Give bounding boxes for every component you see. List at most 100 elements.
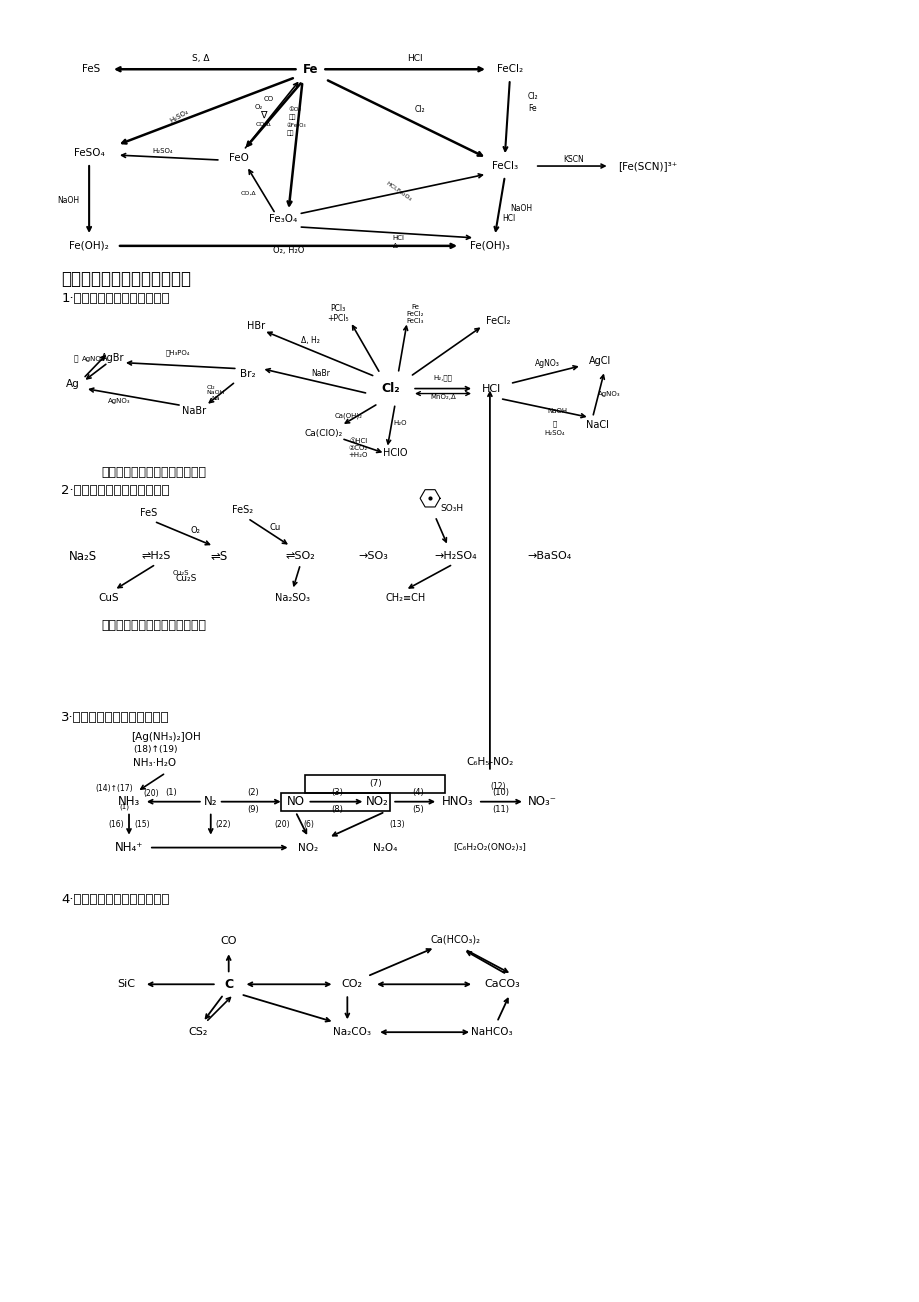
Text: ⇌SO₂: ⇌SO₂ (285, 551, 315, 561)
Text: 高温: 高温 (286, 130, 294, 135)
Text: CS₂: CS₂ (187, 1027, 208, 1038)
Text: 4·碳及其化合物间的转化关系: 4·碳及其化合物间的转化关系 (62, 893, 169, 906)
Text: Δ: Δ (392, 243, 397, 249)
Text: ∇: ∇ (260, 111, 267, 120)
Text: FeS: FeS (82, 64, 100, 74)
Text: (9): (9) (247, 805, 259, 814)
Text: H₂SO₄: H₂SO₄ (168, 108, 189, 124)
Text: [Ag(NH₃)₂]OH: [Ag(NH₃)₂]OH (130, 732, 200, 742)
Text: FeCl₂: FeCl₂ (496, 64, 522, 74)
Text: HCl: HCl (482, 384, 501, 393)
Text: Na₂CO₃: Na₂CO₃ (333, 1027, 371, 1038)
Text: CH₂≡CH: CH₂≡CH (385, 594, 425, 603)
Text: (20): (20) (143, 789, 159, 798)
Text: NO₂: NO₂ (298, 842, 318, 853)
Text: HCl: HCl (391, 234, 403, 241)
Text: AgNO₃: AgNO₃ (82, 355, 104, 362)
Text: Fe(OH)₃: Fe(OH)₃ (470, 241, 509, 251)
Text: HNO₃: HNO₃ (442, 796, 473, 809)
Text: Cl₂: Cl₂ (380, 381, 399, 395)
Text: NH₃: NH₃ (118, 796, 140, 809)
Text: Br₂: Br₂ (240, 368, 255, 379)
Text: NaHCO₃: NaHCO₃ (471, 1027, 512, 1038)
Text: ①HCl
②CO₂
+H₂O: ①HCl ②CO₂ +H₂O (348, 439, 368, 458)
Text: Ca(OH)₂: Ca(OH)₂ (334, 413, 362, 419)
Text: (16): (16) (108, 820, 124, 829)
Text: (1): (1) (165, 788, 176, 797)
Text: →BaSO₄: →BaSO₄ (527, 551, 572, 561)
Text: C: C (224, 978, 233, 991)
Text: H₂,点燃: H₂,点燃 (433, 374, 452, 381)
Text: (12): (12) (490, 783, 505, 792)
Text: HCl: HCl (502, 215, 515, 224)
Text: Na₂SO₃: Na₂SO₃ (275, 594, 310, 603)
Text: HCl,Fe₂O₄: HCl,Fe₂O₄ (384, 181, 412, 202)
Text: FeCl₂: FeCl₂ (485, 315, 509, 326)
Bar (280, 793, 390, 811)
Text: HClO: HClO (382, 448, 407, 458)
Text: Cl₂: Cl₂ (414, 104, 425, 113)
Text: NaBr: NaBr (311, 368, 330, 378)
Text: NaOH
Na: NaOH Na (207, 391, 224, 401)
Text: Fe: Fe (302, 62, 318, 76)
Text: →SO₃: →SO₃ (357, 551, 388, 561)
Text: ⇌H₂S: ⇌H₂S (142, 551, 170, 561)
Text: Cu₂S: Cu₂S (175, 574, 197, 583)
Text: CO₂: CO₂ (342, 979, 362, 990)
Text: Δ, H₂: Δ, H₂ (301, 336, 320, 345)
Text: (1): (1) (119, 803, 129, 810)
Text: AgNO₃: AgNO₃ (108, 397, 130, 404)
Text: ⇌S: ⇌S (210, 549, 227, 562)
Text: 2·硫及其化合物间的转化关系: 2·硫及其化合物间的转化关系 (62, 484, 170, 497)
Text: NO₂: NO₂ (366, 796, 388, 809)
Text: Fe(OH)₂: Fe(OH)₂ (69, 241, 108, 251)
Text: PCl₃
+PCl₅: PCl₃ +PCl₅ (327, 305, 349, 323)
Text: N₂: N₂ (204, 796, 217, 809)
Text: ②Fe₂O₃: ②Fe₂O₃ (286, 122, 306, 128)
Text: S, Δ: S, Δ (192, 53, 210, 62)
Text: H₂SO₄: H₂SO₄ (153, 148, 173, 154)
Text: 浓: 浓 (552, 421, 556, 427)
Text: MnO₂,Δ: MnO₂,Δ (430, 393, 456, 400)
Text: (7): (7) (369, 779, 381, 788)
Text: NaBr: NaBr (182, 405, 206, 415)
Text: AgCl: AgCl (588, 355, 610, 366)
Text: NaOH: NaOH (57, 197, 79, 206)
Text: (18)↑(19): (18)↑(19) (133, 745, 177, 754)
Text: Fe₃O₄: Fe₃O₄ (269, 214, 298, 224)
Text: Fe: Fe (528, 104, 536, 113)
Text: (15): (15) (134, 820, 150, 829)
Text: Ca(ClO)₂: Ca(ClO)₂ (304, 428, 342, 437)
Bar (305, 775, 445, 793)
Text: [Fe(SCN)]³⁺: [Fe(SCN)]³⁺ (618, 161, 676, 171)
Text: FeS: FeS (141, 508, 157, 518)
Text: NO: NO (286, 796, 304, 809)
Text: (3): (3) (331, 788, 343, 797)
Text: SiC: SiC (117, 979, 135, 990)
Text: NH₄⁺: NH₄⁺ (115, 841, 143, 854)
Text: Fe
FeCl₂
FeCl₃: Fe FeCl₂ FeCl₃ (406, 303, 424, 324)
Text: FeO: FeO (229, 154, 248, 163)
Text: 请写出各步转化的化学方程式：: 请写出各步转化的化学方程式： (101, 466, 206, 479)
Text: Cl₂: Cl₂ (206, 385, 215, 391)
Text: 浓H₃PO₄: 浓H₃PO₄ (165, 349, 190, 355)
Text: NaCl: NaCl (585, 421, 608, 431)
Text: (20): (20) (275, 820, 290, 829)
Text: Na₂S: Na₂S (69, 549, 97, 562)
Text: NO₃⁻: NO₃⁻ (528, 796, 557, 809)
Text: O₂, H₂O: O₂, H₂O (273, 246, 304, 255)
Text: CO,Δ: CO,Δ (255, 121, 271, 126)
Text: FeCl₃: FeCl₃ (492, 161, 517, 171)
Text: [C₆H₂O₂(ONO₂)₃]: [C₆H₂O₂(ONO₂)₃] (453, 844, 526, 852)
Text: CO: CO (263, 96, 273, 102)
Text: N₂O₄: N₂O₄ (372, 842, 397, 853)
Text: Cu: Cu (269, 523, 281, 531)
Text: AgBr: AgBr (101, 353, 125, 363)
Text: ①O₂: ①O₂ (289, 107, 301, 112)
Text: 请写出各步转化的化学方程式：: 请写出各步转化的化学方程式： (101, 618, 206, 631)
Text: 3·氮及其化合物间的转化关系: 3·氮及其化合物间的转化关系 (62, 711, 170, 724)
Text: (8): (8) (331, 805, 343, 814)
Text: 光: 光 (74, 354, 78, 363)
Text: (5): (5) (412, 805, 424, 814)
Text: CuS: CuS (98, 594, 119, 603)
